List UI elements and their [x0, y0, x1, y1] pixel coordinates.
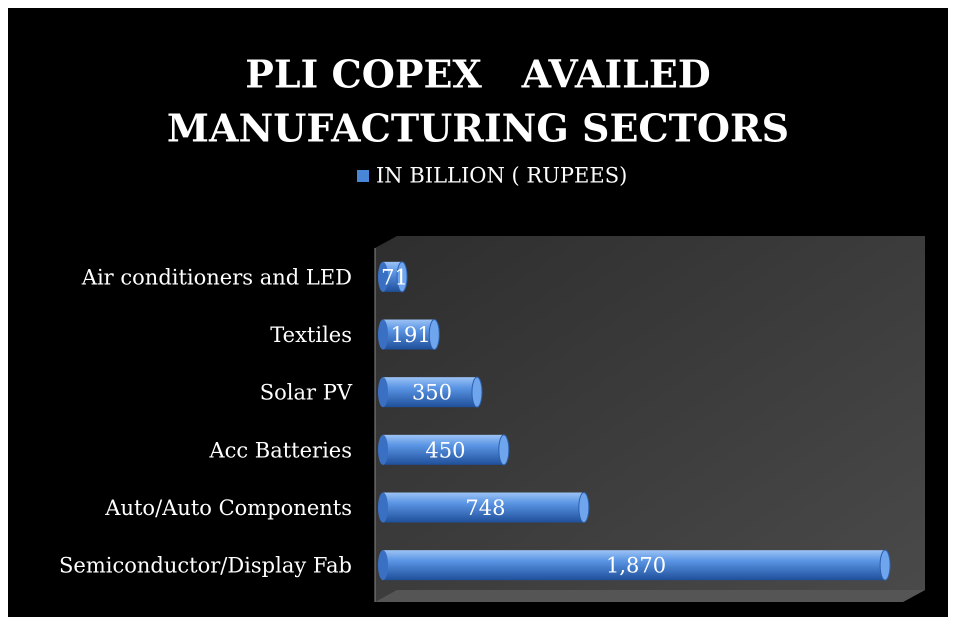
- data-label: 1,870: [606, 554, 666, 578]
- bar-base: [378, 492, 388, 523]
- data-label: 191: [391, 323, 431, 347]
- bar-base: [378, 261, 388, 292]
- plot-area: [375, 236, 925, 602]
- bar-cap: [471, 376, 483, 408]
- bar-cap: [879, 549, 891, 581]
- bar-cap: [428, 319, 440, 350]
- bar: [383, 434, 504, 465]
- y-tick-label: Auto/Auto Components: [104, 496, 352, 520]
- legend-marker: [357, 170, 369, 182]
- data-label: 350: [412, 381, 452, 405]
- bar: [383, 319, 435, 350]
- chart-title: MANUFACTURING SECTORS: [167, 106, 789, 151]
- bar-base: [378, 434, 388, 465]
- bar-base: [378, 377, 388, 408]
- legend-label: IN BILLION ( RUPEES): [376, 164, 627, 188]
- chart-title: PLI COPEX AVAILED: [245, 52, 711, 97]
- plot-floor: [375, 590, 925, 602]
- data-label: 450: [425, 438, 465, 462]
- bar-base: [378, 550, 388, 581]
- bar-cap: [498, 434, 510, 466]
- y-tick-label: Air conditioners and LED: [81, 265, 352, 289]
- data-label: 748: [465, 496, 505, 520]
- y-tick-label: Textiles: [270, 323, 352, 347]
- y-tick-label: Solar PV: [260, 381, 353, 405]
- bar-base: [378, 319, 388, 350]
- bar-cap: [578, 492, 590, 523]
- bar-cap: [396, 261, 408, 293]
- bar: [383, 550, 886, 581]
- data-label: 71: [381, 265, 408, 289]
- y-tick-label: Semiconductor/Display Fab: [59, 554, 352, 578]
- bar: [383, 377, 477, 408]
- y-tick-label: Acc Batteries: [208, 438, 352, 462]
- bar: [383, 492, 584, 523]
